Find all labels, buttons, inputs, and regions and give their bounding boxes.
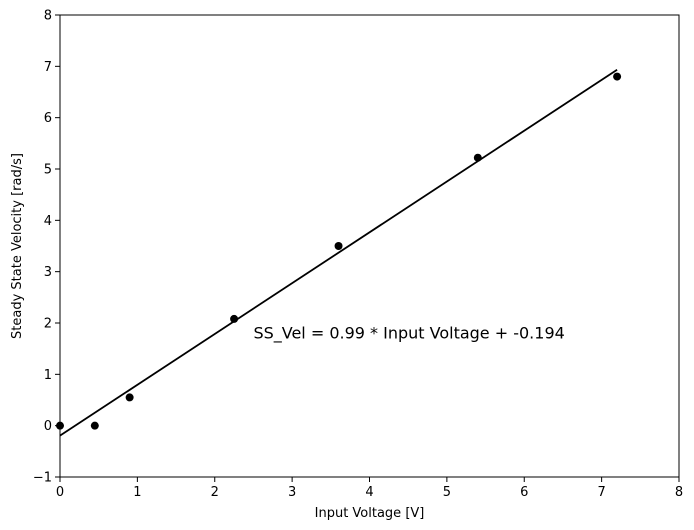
x-tick-label: 3 (288, 485, 296, 500)
y-tick-label: 6 (44, 111, 52, 126)
x-tick-label: 5 (443, 485, 451, 500)
x-tick-label: 0 (56, 485, 64, 500)
data-point (230, 314, 239, 323)
y-tick-label: −1 (33, 471, 52, 486)
data-point (90, 421, 99, 430)
fit-line (59, 68, 618, 437)
y-tick-label: 4 (44, 214, 52, 229)
plot-frame (59, 14, 680, 478)
data-point (613, 72, 622, 81)
x-tick-label: 1 (133, 485, 141, 500)
y-tick-label: 5 (44, 163, 52, 178)
y-tick-label: 1 (44, 368, 52, 383)
x-axis-label: Input Voltage [V] (315, 506, 425, 521)
x-tick-label: 8 (675, 485, 683, 500)
y-tick-label: 3 (44, 265, 52, 280)
y-tick-label: 7 (44, 60, 52, 75)
y-tick-label: 2 (44, 317, 52, 332)
data-point (473, 153, 482, 162)
y-tick-label: 8 (44, 9, 52, 24)
x-tick-label: 2 (211, 485, 219, 500)
ticks-layer: 0 1 2 3 4 5 6 7 8 −1 0 1 2 3 4 5 6 7 8 (33, 9, 683, 501)
marks-layer (56, 68, 622, 437)
data-point (334, 242, 343, 250)
x-tick-label: 6 (520, 485, 528, 500)
y-axis-label: Steady State Velocity [rad/s] (10, 153, 25, 339)
x-tick-label: 4 (365, 485, 373, 500)
fit-equation-annotation: SS_Vel = 0.99 * Input Voltage + -0.194 (253, 323, 564, 343)
y-tick-label: 0 (44, 419, 52, 434)
data-point (125, 393, 134, 402)
x-tick-label: 7 (597, 485, 605, 500)
